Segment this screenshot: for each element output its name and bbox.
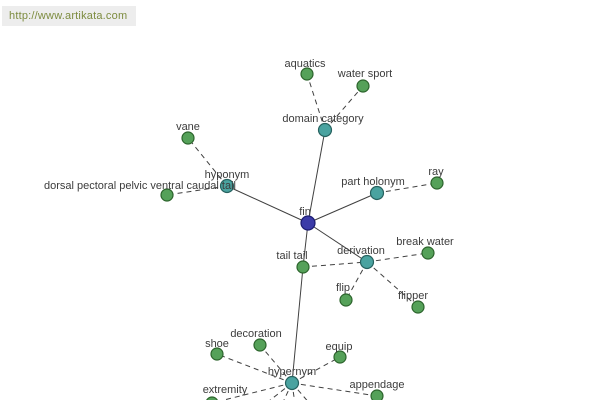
node-label-equip: equip (326, 341, 353, 353)
edge-derivation-flip (345, 261, 368, 301)
node-label-tail_tail: tail tail (276, 250, 307, 262)
edge-tail_tail-derivation (302, 261, 368, 268)
url-badge[interactable]: http://www.artikata.com (2, 6, 137, 26)
edge-derivation-break_water (366, 252, 429, 263)
node-label-ray: ray (428, 166, 444, 178)
node-label-vane: vane (176, 121, 200, 133)
node-label-domain_category: domain category (282, 113, 364, 125)
node-flip[interactable] (339, 293, 353, 307)
node-label-flip: flip (336, 282, 350, 294)
node-water_sport[interactable] (356, 79, 370, 93)
node-label-appendage: appendage (349, 379, 404, 391)
node-decoration[interactable] (253, 338, 267, 352)
edge-hypernym-extremity (221, 382, 293, 400)
node-aquatics[interactable] (300, 67, 314, 81)
node-ray[interactable] (430, 176, 444, 190)
edge-hypernym-shoe (216, 353, 293, 384)
node-label-flipper: flipper (398, 290, 428, 302)
edge-fin-domain_category (307, 129, 326, 224)
node-break_water[interactable] (421, 246, 435, 260)
node-label-fin: fin (299, 206, 311, 218)
edge-domain_category-aquatics (306, 73, 326, 131)
node-equip[interactable] (333, 350, 347, 364)
node-hypernym[interactable] (284, 375, 300, 391)
node-derivation[interactable] (359, 254, 375, 270)
edge-part_holonym-ray (376, 182, 438, 194)
node-label-decoration: decoration (230, 328, 281, 340)
node-label-extremity: extremity (203, 384, 248, 396)
node-dorsal_tail[interactable] (160, 188, 174, 202)
node-flipper[interactable] (411, 300, 425, 314)
node-part_holonym[interactable] (369, 185, 385, 201)
node-vane[interactable] (181, 131, 195, 145)
node-label-water_sport: water sport (337, 68, 392, 80)
node-label-part_holonym: part holonym (341, 176, 405, 188)
edge-hyponym-vane (187, 137, 228, 187)
edge-derivation-flipper (366, 261, 419, 308)
node-label-derivation: derivation (337, 245, 385, 257)
node-hyponym[interactable] (219, 178, 235, 194)
node-label-break_water: break water (396, 236, 454, 248)
node-label-hypernym: hypernym (268, 366, 316, 378)
edge-tail_tail-hypernym (291, 266, 304, 384)
node-shoe[interactable] (210, 347, 224, 361)
node-extremity[interactable] (206, 396, 218, 400)
node-domain_category[interactable] (317, 122, 333, 138)
node-label-shoe: shoe (205, 338, 229, 350)
edge-fin-part_holonym (307, 192, 378, 224)
edge-fin-hyponym (226, 185, 309, 224)
edge-domain_category-water_sport (324, 85, 364, 131)
node-appendage[interactable] (370, 389, 384, 400)
edge-hypernym-equip (291, 356, 341, 384)
edge-hyponym-dorsal_tail (166, 185, 228, 196)
edge-stub-3 (291, 382, 308, 400)
node-label-dorsal_tail: dorsal pectoral pelvic ventral caudal ta… (44, 180, 236, 192)
edge-fin-derivation (307, 222, 368, 263)
node-label-aquatics: aquatics (285, 58, 326, 70)
node-label-hyponym: hyponym (205, 169, 250, 181)
node-tail_tail[interactable] (296, 260, 310, 274)
node-fin[interactable] (300, 215, 316, 231)
